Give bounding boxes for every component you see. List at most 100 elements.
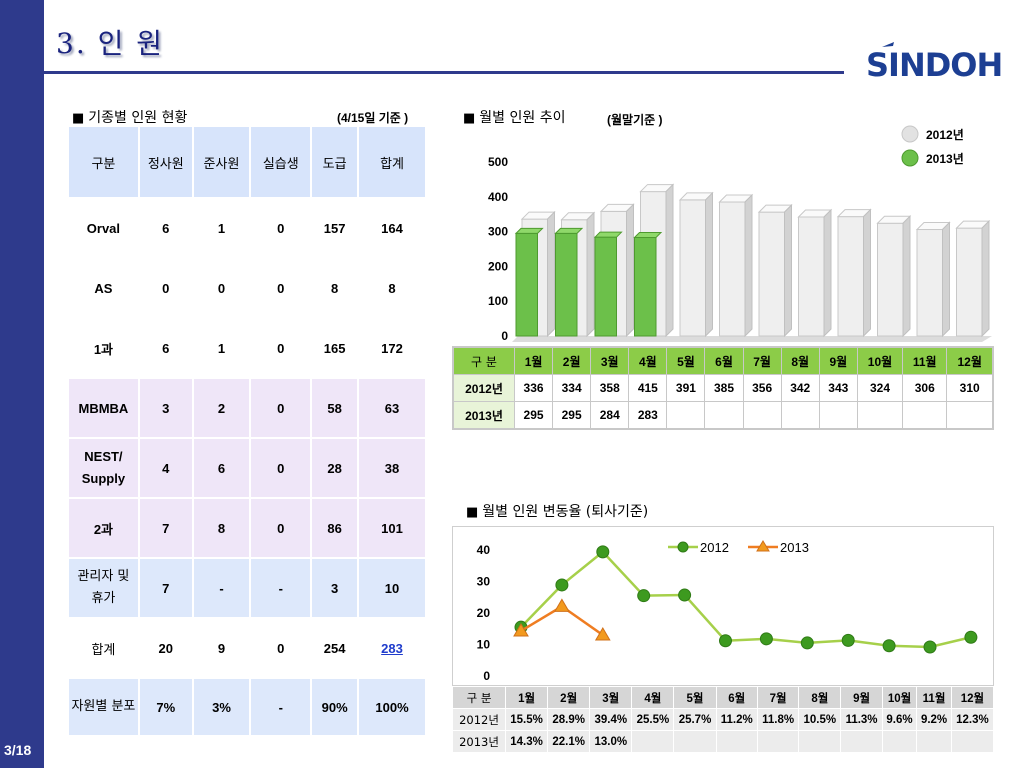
header-cell: 12월 [950,686,995,709]
point-2012 [637,589,651,603]
table-cell: 391 [666,374,706,402]
y-tick-label: 400 [488,190,508,204]
bar-2012-side [705,191,713,338]
table-cell: 58 [310,377,360,439]
table-cell: 7 [137,557,194,619]
legend-2013-marker [756,540,770,552]
table-cell: 관리자 및 휴가 [67,557,140,619]
total-link-text[interactable]: 283 [381,640,403,656]
header-cell: 9월 [840,686,883,709]
bar-2013 [515,232,538,337]
point-2012 [882,639,896,653]
table-cell [798,730,842,753]
table-cell: 295 [552,401,592,430]
table-cell: 1과 [67,317,140,379]
table-cell: 1 [191,197,252,259]
table-cell: 310 [946,374,994,402]
bar-2012 [916,229,943,337]
header-cell: 8월 [798,686,842,709]
table-cell: 0 [249,617,313,679]
bar-2012-side [981,219,990,338]
y-tick-label: 40 [477,543,491,557]
table-cell: 342 [780,374,820,402]
table-row: NEST/ Supply 4 6 0 28 38 [67,437,427,499]
table-cell: 28.9% [547,708,591,731]
point-2012 [923,640,937,654]
header-cell: 정사원 [137,125,194,199]
bar-2012 [877,222,904,337]
table-cell: 9.2% [916,708,952,731]
table-cell: 28 [310,437,360,499]
point-2012 [555,578,569,592]
header-cell: 2월 [552,346,592,375]
table-cell: 8 [191,497,252,559]
bar-2013 [555,232,578,337]
y-tick-label: 30 [477,575,491,589]
table-cell: 0 [249,497,313,559]
table-cell: 38 [357,437,427,499]
bar-2012 [719,201,746,337]
point-2012 [841,633,855,647]
legend-2012-label: 2012 [700,540,729,555]
point-2012 [759,632,773,646]
header-cell: 합계 [357,125,427,199]
bar-2012-side [547,210,555,338]
table-cell [840,730,883,753]
table-cell: 343 [818,374,858,402]
table-cell: 385 [704,374,744,402]
table-cell: 324 [856,374,904,402]
bar-2013-top [554,227,584,234]
table-cell: 100% [357,677,427,737]
header-cell: 12월 [946,346,994,375]
table-cell: 356 [742,374,782,402]
row-label: 2013년 [452,401,515,430]
table-cell: 25.5% [631,708,675,731]
point-2012 [596,545,610,559]
header-cell: 2월 [547,686,591,709]
total-link[interactable]: 283 [357,617,427,679]
table-cell: 15.5% [504,708,549,731]
table-cell: 0 [249,257,313,319]
table-cell: - [249,677,313,737]
row-label: 2013년 [452,730,506,753]
table-cell: MBMBA [67,377,140,439]
table-cell [856,401,904,430]
legend-2013-label: 2013년 [926,152,964,166]
header-cell: 8월 [780,346,820,375]
chart-floor [512,336,992,342]
table-cell: 86 [310,497,360,559]
table-cell: 283 [628,401,668,430]
header-cell: 도급 [310,125,360,199]
table-cell: 13.0% [589,730,633,753]
monthly-note: (월말기준 ) [607,113,663,127]
table-header-row: 구분 정사원 준사원 실습생 도급 합계 [67,125,427,199]
header-cell: 1월 [504,686,549,709]
bar-2012-side [665,183,674,338]
table-cell: - [249,557,313,619]
bar-2012-side [942,221,950,338]
table-cell: 2 [191,377,252,439]
rate-table: 구 분 1월 2월 3월 4월 5월 6월 7월 8월 9월 10월 11월 1… [452,686,995,753]
table-cell: 10.5% [798,708,842,731]
table-cell: 6 [191,437,252,499]
table-cell: 90% [310,677,360,737]
legend-2012-marker [901,125,919,143]
table-cell: AS [67,257,140,319]
header-cell: 5월 [673,686,717,709]
header-cell: 5월 [666,346,706,375]
table-cell [818,401,858,430]
table-cell: 합계 [67,617,140,679]
table-total-row: 합계 20 9 0 254 283 [67,617,427,679]
table-cell: 7 [137,497,194,559]
table-cell: 358 [590,374,630,402]
page-title: 3. 인 원 [56,27,165,60]
legend-2012-marker [677,541,689,553]
bar-2012 [837,216,864,337]
headcount-table: 구분 정사원 준사원 실습생 도급 합계 Orval 6 1 0 157 164… [67,125,427,737]
table-row: 2012년 336 334 358 415 391 385 356 342 34… [452,374,994,402]
headcount-heading: ■ 기종별 인원 현황 [72,110,188,126]
table-row: 1과 6 1 0 165 172 [67,317,427,379]
header-cell: 11월 [916,686,952,709]
table-cell: 0 [137,257,194,319]
table-cell: 101 [357,497,427,559]
